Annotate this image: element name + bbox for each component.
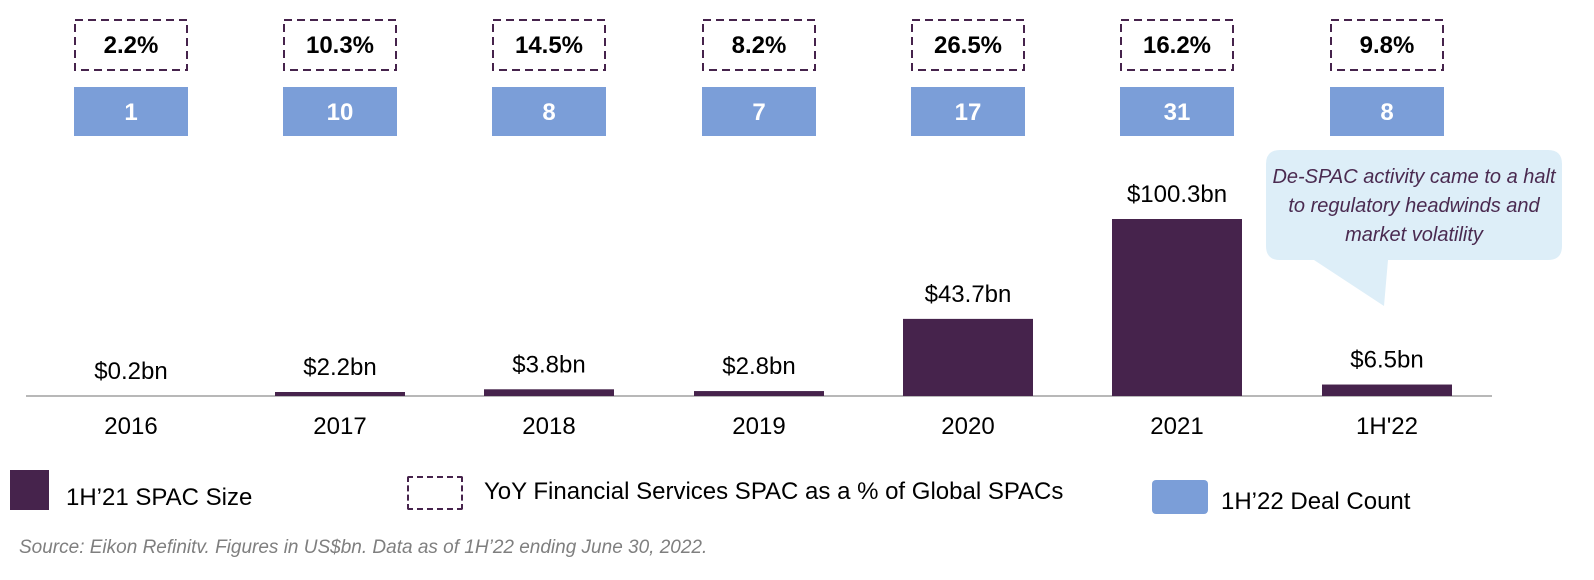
spac-bar-chart: $0.2bn 2016 1 2.2% $2.2bn 2017 10 10.3% $3.8bn 20… [26, 19, 1492, 440]
legend-label-yoy-pct: YoY Financial Services SPAC as a % of Gl… [484, 478, 1064, 505]
x-tick-label: 1H'22 [1356, 413, 1418, 440]
deal-count-box [702, 87, 816, 136]
yoy-pct-box [911, 19, 1025, 71]
legend-swatch-deal-count [1152, 480, 1208, 514]
yoy-pct-label: 16.2% [1143, 32, 1211, 59]
legend-label-spac-size: 1H’21 SPAC Size [66, 484, 253, 511]
x-tick-label: 2021 [1150, 413, 1203, 440]
x-tick-label: 2019 [732, 413, 785, 440]
bar-2019 [694, 391, 824, 396]
legend-label-deal-count: 1H’22 Deal Count [1221, 488, 1411, 515]
deal-count-label: 10 [327, 99, 354, 126]
x-tick-label: 2018 [522, 413, 575, 440]
bar-value-label: $3.8bn [512, 351, 585, 378]
legend-item-yoy-pct: YoY Financial Services SPAC as a % of Gl… [407, 476, 1063, 510]
callout-text: De-SPAC activity came to a halt to regul… [1272, 166, 1556, 246]
bar-2020 [903, 318, 1033, 396]
yoy-pct-label: 10.3% [306, 32, 374, 59]
bar-value-label: $0.2bn [94, 358, 167, 385]
yoy-pct-box [702, 19, 816, 71]
deal-count-label: 17 [955, 99, 982, 126]
bar-2021 [1112, 219, 1242, 396]
bar-2017 [275, 392, 405, 396]
bar-value-label: $43.7bn [925, 281, 1012, 308]
deal-count-box [1330, 87, 1444, 136]
bar-value-label: $2.8bn [722, 353, 795, 380]
bar-2018 [484, 389, 614, 396]
deal-count-box [74, 87, 188, 136]
yoy-pct-label: 14.5% [515, 32, 583, 59]
deal-count-label: 8 [542, 99, 555, 126]
bar-1H'22 [1322, 384, 1452, 396]
yoy-pct-box [1330, 19, 1444, 71]
deal-count-label: 1 [124, 99, 137, 126]
deal-count-label: 31 [1164, 99, 1191, 126]
deal-count-box [492, 87, 606, 136]
bar-value-label: $6.5bn [1350, 347, 1423, 374]
yoy-pct-label: 8.2% [732, 32, 787, 59]
yoy-pct-box [1120, 19, 1234, 71]
deal-count-box [911, 87, 1025, 136]
deal-count-label: 7 [752, 99, 765, 126]
x-tick-label: 2020 [941, 413, 994, 440]
yoy-pct-box [283, 19, 397, 71]
yoy-pct-label: 26.5% [934, 32, 1002, 59]
source-note: Source: Eikon Refinitv. Figures in US$bn… [19, 537, 708, 558]
deal-count-box [1120, 87, 1234, 136]
bar-value-label: $100.3bn [1127, 181, 1227, 208]
callout-shape [1266, 150, 1562, 306]
yoy-pct-label: 2.2% [104, 32, 159, 59]
legend-item-deal-count: 1H’22 Deal Count [1152, 478, 1410, 516]
deal-count-label: 8 [1380, 99, 1393, 126]
deal-count-box [283, 87, 397, 136]
yoy-pct-box [492, 19, 606, 71]
legend-swatch-yoy-pct [407, 476, 463, 510]
legend-item-spac-size: 1H’21 SPAC Size [10, 468, 252, 512]
yoy-pct-label: 9.8% [1360, 32, 1415, 59]
bar-value-label: $2.2bn [303, 354, 376, 381]
x-tick-label: 2017 [313, 413, 366, 440]
yoy-pct-box [74, 19, 188, 71]
legend-swatch-spac-size [10, 470, 49, 510]
x-tick-label: 2016 [104, 413, 157, 440]
